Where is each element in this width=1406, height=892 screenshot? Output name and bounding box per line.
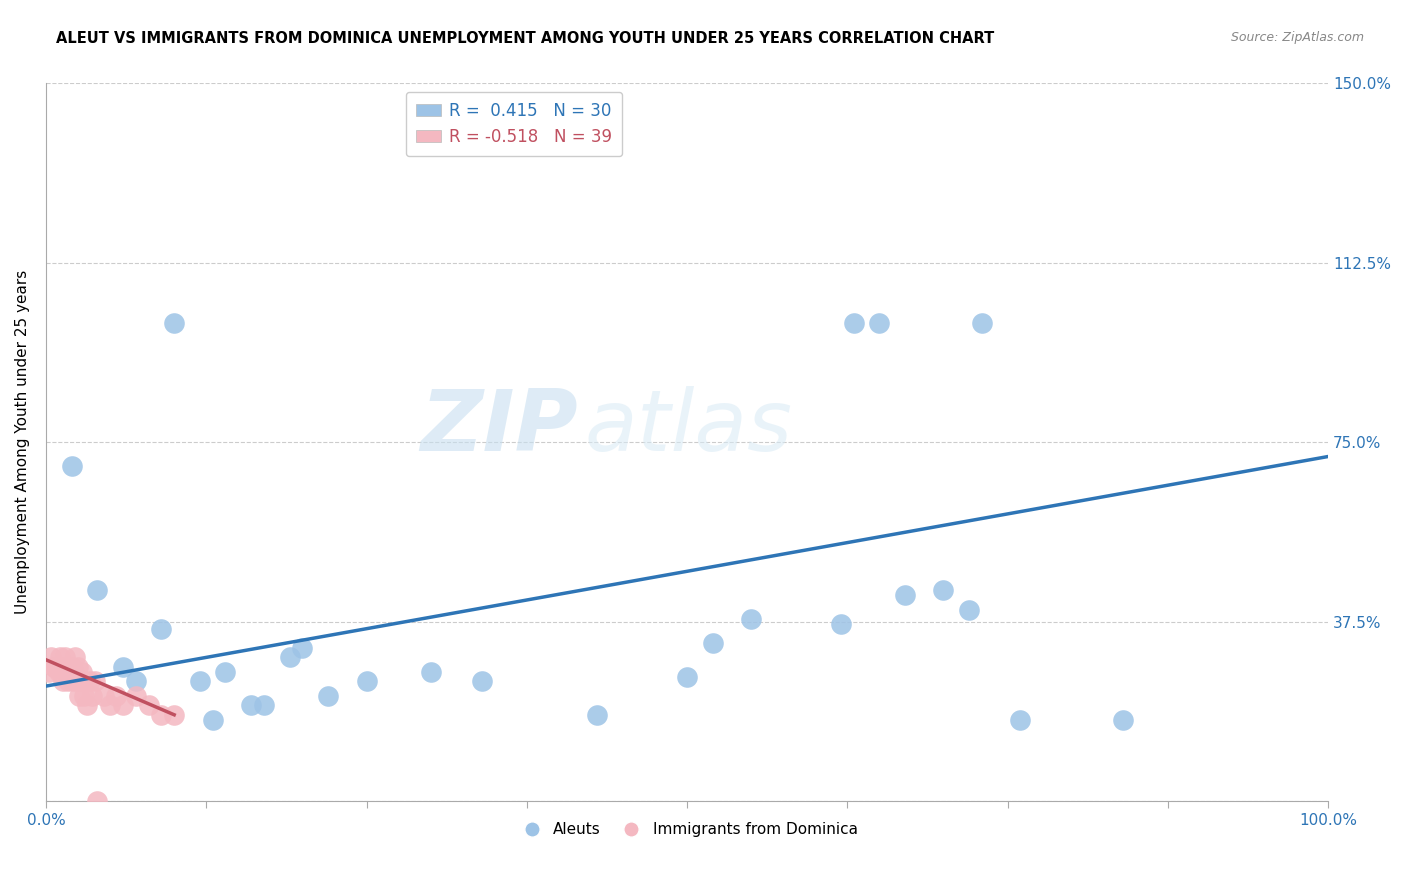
Y-axis label: Unemployment Among Youth under 25 years: Unemployment Among Youth under 25 years [15, 270, 30, 615]
Point [49, 650, 72, 665]
Point [45, 660, 67, 674]
Point [60, 660, 83, 674]
Point [58, 660, 80, 674]
Point [957, 602, 980, 616]
Point [163, 707, 186, 722]
Point [76, 698, 98, 713]
Point [188, 674, 211, 689]
Point [72, 674, 94, 689]
Point [86, 794, 108, 808]
Point [52, 674, 75, 689]
Point [1112, 713, 1135, 727]
Point [39, 650, 62, 665]
Point [932, 583, 955, 598]
Point [38, 665, 60, 679]
Point [69, 674, 91, 689]
Point [73, 689, 96, 703]
Point [66, 674, 89, 689]
Point [56, 674, 79, 689]
Point [138, 698, 160, 713]
Point [253, 698, 276, 713]
Point [44, 660, 66, 674]
Point [125, 689, 148, 703]
Point [842, 316, 865, 330]
Point [48, 665, 70, 679]
Point [201, 713, 224, 727]
Point [67, 689, 90, 703]
Point [79, 674, 101, 689]
Point [55, 665, 77, 679]
Point [42, 660, 65, 674]
Point [740, 612, 762, 626]
Point [150, 707, 173, 722]
Point [65, 650, 87, 665]
Point [419, 665, 441, 679]
Point [111, 698, 134, 713]
Point [970, 316, 993, 330]
Point [586, 707, 609, 722]
Point [86, 583, 108, 598]
Point [59, 665, 82, 679]
Point [676, 669, 699, 683]
Point [702, 636, 724, 650]
Point [83, 674, 105, 689]
Point [98, 698, 121, 713]
Point [60, 459, 83, 474]
Point [66, 660, 89, 674]
Text: Source: ZipAtlas.com: Source: ZipAtlas.com [1230, 31, 1364, 45]
Point [52, 660, 75, 674]
Point [1010, 713, 1032, 727]
Point [105, 689, 128, 703]
Text: ZIP: ZIP [420, 386, 578, 469]
Legend: Aleuts, Immigrants from Dominica: Aleuts, Immigrants from Dominica [510, 816, 863, 844]
Point [82, 689, 104, 703]
Point [830, 616, 852, 631]
Point [163, 316, 186, 330]
Point [356, 674, 378, 689]
Point [63, 665, 86, 679]
Point [125, 674, 148, 689]
Point [240, 698, 263, 713]
Point [111, 660, 134, 674]
Point [471, 674, 494, 689]
Point [150, 622, 173, 636]
Text: ALEUT VS IMMIGRANTS FROM DOMINICA UNEMPLOYMENT AMONG YOUTH UNDER 25 YEARS CORREL: ALEUT VS IMMIGRANTS FROM DOMINICA UNEMPL… [56, 31, 994, 46]
Point [868, 316, 890, 330]
Point [62, 674, 84, 689]
Point [316, 689, 339, 703]
Point [70, 665, 93, 679]
Point [53, 650, 76, 665]
Point [894, 588, 917, 602]
Point [214, 665, 236, 679]
Text: atlas: atlas [585, 386, 793, 469]
Point [51, 660, 73, 674]
Point [291, 640, 314, 655]
Point [93, 689, 115, 703]
Point [278, 650, 301, 665]
